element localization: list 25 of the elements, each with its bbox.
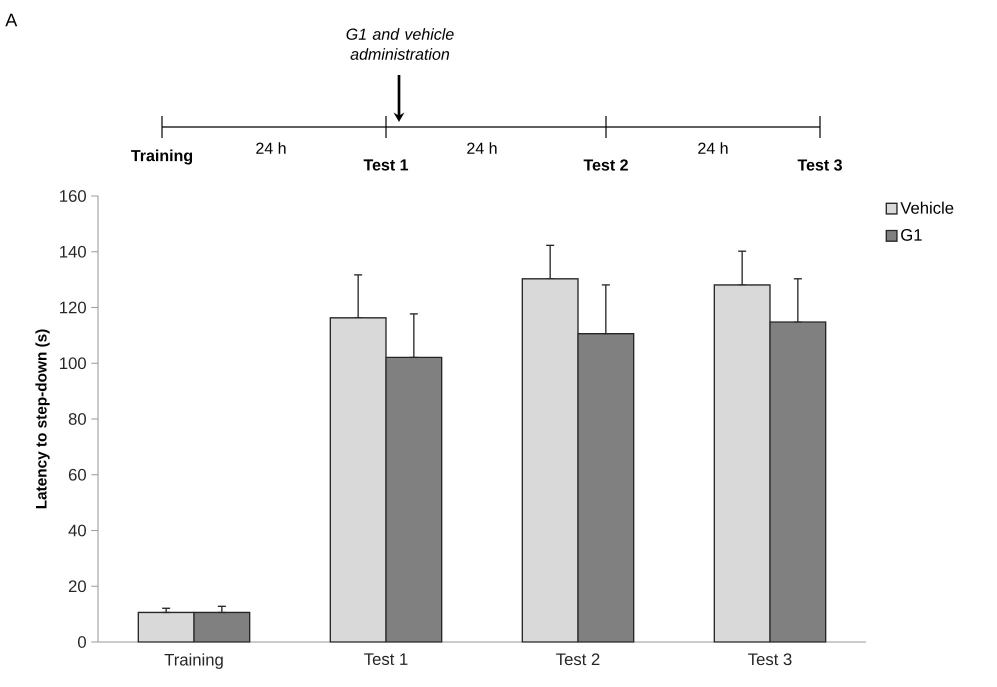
x-tick-label: Test 1 (364, 653, 408, 666)
text: Test 2 (584, 159, 628, 171)
legend-label: G1 (901, 229, 922, 241)
x-tick-label: Test 3 (748, 653, 792, 666)
x-tick-label: Training (164, 653, 223, 669)
y-tick-label: 0 (78, 636, 86, 648)
text: Test 3 (798, 159, 842, 171)
y-tick-label: 40 (68, 524, 86, 536)
text: Training (131, 150, 192, 164)
text: A (5, 14, 18, 26)
y-tick-label: 60 (68, 468, 86, 481)
y-tick-label: 20 (68, 580, 86, 592)
y-tick-label: 100 (60, 357, 86, 370)
y-tick-label: 140 (60, 246, 86, 258)
text: Test 1 (364, 159, 408, 171)
text: G1 and vehicle administration (346, 28, 454, 60)
text: 24 h (698, 142, 728, 154)
y-tick-label: 120 (60, 302, 86, 314)
text: 24 h (467, 142, 497, 154)
y-tick-label: 80 (68, 413, 86, 425)
y-tick-label: 160 (60, 190, 86, 202)
legend-label: Vehicle (900, 202, 954, 214)
x-tick-label: Test 2 (556, 653, 600, 666)
text: 24 h (256, 142, 286, 154)
y-axis-title: Latency to step-down (s) (35, 329, 50, 508)
